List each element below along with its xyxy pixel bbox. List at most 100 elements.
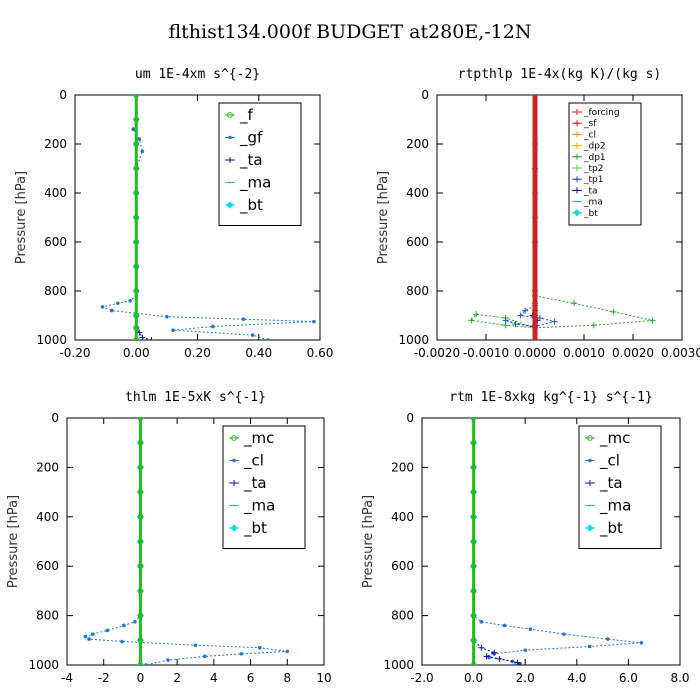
data-point <box>590 322 597 329</box>
data-point <box>250 333 255 337</box>
series-mc <box>470 418 477 665</box>
legend-entry: _bt <box>583 209 598 219</box>
series-mc <box>137 418 144 665</box>
figure-title: flthist134.000f BUDGET at280E,-12N <box>169 21 532 43</box>
data-point <box>470 439 477 446</box>
data-point <box>312 319 316 324</box>
legend-swatch-marker <box>231 435 237 441</box>
data-point <box>513 663 517 665</box>
data-point <box>128 299 132 303</box>
legend-entry: _mc <box>599 429 630 448</box>
y-tick-label: 200 <box>36 460 59 474</box>
data-point <box>649 317 656 324</box>
x-tick-label: 6.0 <box>619 671 638 685</box>
y-tick-label: 800 <box>406 284 429 298</box>
data-point <box>532 312 538 319</box>
x-tick-label: 0.0010 <box>563 346 605 360</box>
data-point <box>116 301 120 306</box>
plot-frame <box>421 417 681 666</box>
series-line <box>100 95 314 340</box>
data-point <box>133 288 140 294</box>
y-tick-label: 1000 <box>28 658 59 672</box>
y-axis-label: Pressure [hPa] <box>361 495 376 588</box>
x-tick-label: 0.0000 <box>514 346 556 360</box>
x-tick-label: 2 <box>173 671 181 685</box>
legend-entry: _dp2 <box>583 142 606 152</box>
data-point <box>587 644 592 649</box>
data-point <box>131 127 135 132</box>
data-point <box>522 307 529 314</box>
data-point <box>562 632 566 636</box>
plot-area <box>470 418 644 665</box>
x-tick-label: 4.0 <box>567 671 586 685</box>
x-tick-label: -4 <box>61 671 73 685</box>
data-point <box>551 318 558 325</box>
legend-entry: _ta <box>599 474 623 493</box>
x-tick-label: 6 <box>247 671 255 685</box>
data-point <box>470 418 477 421</box>
x-tick-label: 10 <box>316 671 331 685</box>
legend-entry: _cl <box>599 452 620 471</box>
chart-panel-1: um 1E-4xm s^{-2} Pressure [hPa] -0.20 0.00 0… <box>14 67 333 360</box>
y-tick-label: 0 <box>59 88 67 102</box>
y-tick-label: 600 <box>44 235 67 249</box>
legend: _f _gf _ta _ma _bt <box>218 102 302 226</box>
data-point <box>483 653 490 660</box>
data-point <box>144 663 148 665</box>
series-line <box>470 295 653 329</box>
x-tick-label: 8.0 <box>670 671 689 685</box>
data-point <box>479 619 484 624</box>
data-point <box>109 308 114 313</box>
legend-entry: _forcing <box>583 108 620 118</box>
y-tick-label: 0 <box>51 411 59 425</box>
data-point <box>605 637 610 641</box>
legend-swatch-marker <box>574 131 580 138</box>
y-axis-label: Pressure [hPa] <box>14 171 29 264</box>
legend-entry: _ma <box>583 198 603 208</box>
data-point <box>105 628 110 633</box>
data-point <box>517 662 524 665</box>
data-point <box>532 141 538 147</box>
legend-swatch-marker <box>226 201 234 209</box>
panel-title: rtpthlp 1E-4x(kg K)/(kg s) <box>458 67 662 82</box>
data-point <box>137 439 144 446</box>
legend-swatch-marker <box>574 142 580 149</box>
data-point <box>532 337 538 340</box>
x-tick-label: -2.0 <box>410 671 433 685</box>
data-point <box>166 658 170 662</box>
data-point <box>148 337 155 340</box>
x-tick-label: -0.0020 <box>414 346 460 360</box>
legend-entry: _mc <box>243 429 274 448</box>
data-point <box>257 645 262 650</box>
series-dp1 <box>468 292 656 331</box>
plot-area <box>100 95 316 340</box>
data-point <box>470 637 477 644</box>
y-tick-label: 800 <box>391 609 414 623</box>
data-point <box>133 214 140 221</box>
panel-title: thlm 1E-5xK s^{-1} <box>125 390 266 405</box>
data-point <box>133 337 140 340</box>
y-axis-label: Pressure [hPa] <box>376 171 391 264</box>
x-tick-label: 0.0030 <box>661 346 700 360</box>
chart-panel-2: rtpthlp 1E-4x(kg K)/(kg s) Pressure [hPa]… <box>376 67 700 360</box>
data-point <box>165 314 169 319</box>
y-tick-label: 600 <box>391 559 414 573</box>
panel-title: um 1E-4xm s^{-2} <box>135 67 260 82</box>
data-point <box>496 655 503 662</box>
data-point <box>139 334 146 340</box>
data-point <box>100 305 105 309</box>
series-line <box>473 418 521 665</box>
data-point <box>639 640 644 645</box>
data-point <box>512 321 519 328</box>
legend-swatch-marker <box>228 135 232 140</box>
y-tick-label: 400 <box>44 186 67 200</box>
data-point <box>532 324 538 331</box>
x-tick-label: -2 <box>98 671 110 685</box>
data-point <box>470 563 477 570</box>
data-point <box>610 308 617 315</box>
data-point <box>133 116 140 123</box>
data-point <box>133 95 140 98</box>
legend-entry: _f <box>239 106 254 125</box>
y-tick-label: 200 <box>406 137 429 151</box>
legend-swatch-marker <box>587 435 593 441</box>
